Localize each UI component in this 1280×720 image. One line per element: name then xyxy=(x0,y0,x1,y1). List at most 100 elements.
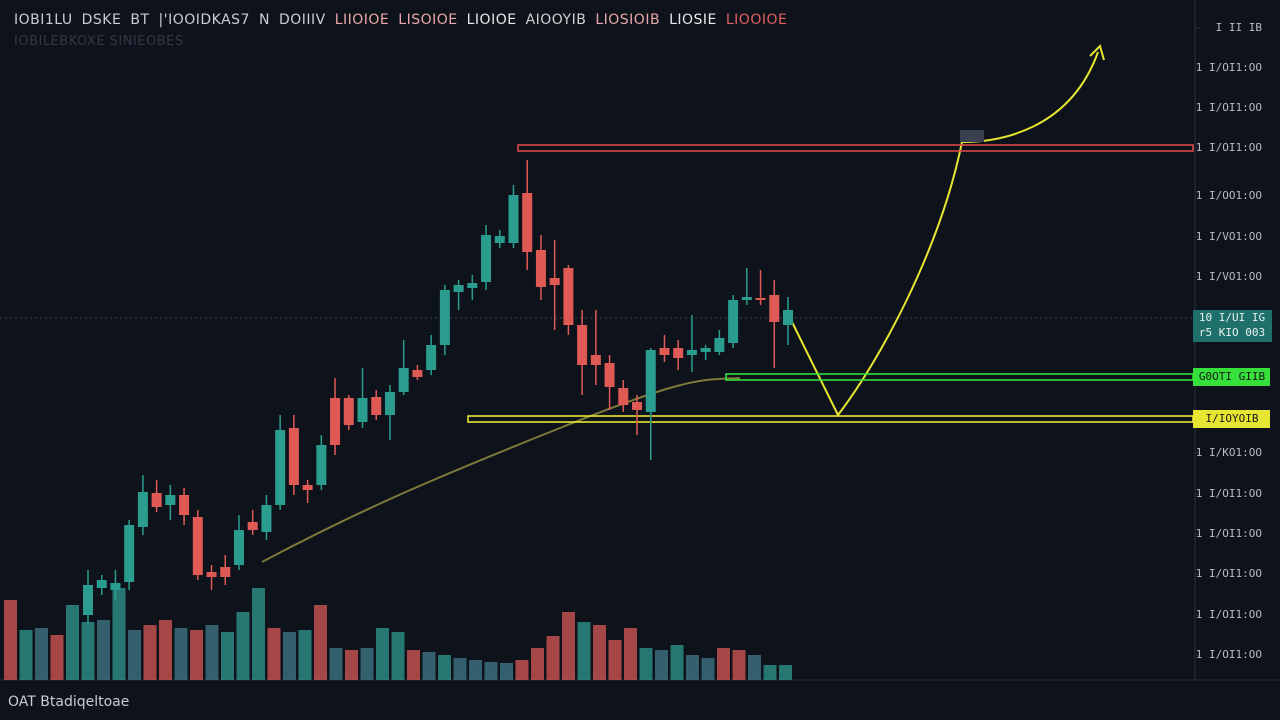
volume-bar xyxy=(112,588,126,680)
volume-bar xyxy=(143,625,157,680)
candle-body xyxy=(302,485,313,490)
level-line xyxy=(725,373,1194,381)
candle-body xyxy=(137,492,148,527)
candle-body xyxy=(632,402,643,410)
candle-body xyxy=(618,388,629,405)
candle-body xyxy=(412,370,423,377)
y-tick-label: 1 I/OI1:OO xyxy=(1196,567,1262,580)
marker-box xyxy=(960,130,984,142)
y-tick-label: 1 I/OI1:OO xyxy=(1196,487,1262,500)
candle-body xyxy=(179,495,190,515)
y-tick-label: I II IB xyxy=(1216,21,1263,34)
volume-bar xyxy=(717,648,730,680)
candle-body xyxy=(590,355,601,365)
volume-bar xyxy=(670,645,684,680)
candle-body xyxy=(426,345,437,370)
candle-body xyxy=(83,585,93,615)
volume-bar xyxy=(4,600,17,680)
y-tick-label: 1 I/OI1:OO xyxy=(1196,141,1262,154)
candle-body xyxy=(453,285,464,292)
candle-body xyxy=(371,397,382,415)
volume-bar xyxy=(624,628,637,680)
candle-body xyxy=(261,505,272,532)
candle-body xyxy=(686,350,697,355)
volume-bar xyxy=(221,632,234,680)
candle-body xyxy=(741,297,752,300)
volume-bar xyxy=(190,630,203,680)
candle-body xyxy=(357,398,368,422)
volume-bar xyxy=(345,650,358,680)
volume-bar xyxy=(655,650,668,680)
candle-body xyxy=(288,428,299,485)
volume-bar xyxy=(128,630,141,680)
volume-bar xyxy=(639,648,653,680)
candle-body xyxy=(769,295,780,322)
candle-body xyxy=(467,283,478,288)
volume-bar xyxy=(686,655,699,680)
candle-body xyxy=(206,572,217,577)
volume-bar xyxy=(267,628,281,680)
y-tick-label: 1 I/KO1:OO xyxy=(1196,446,1262,459)
title-part: LISOIOE xyxy=(398,12,458,28)
candle-body xyxy=(275,430,286,505)
volume-bar xyxy=(779,665,792,680)
volume-bar xyxy=(329,648,343,680)
level-tag-label: G0OTI GIIB xyxy=(1199,370,1266,383)
volume-bar xyxy=(608,640,622,680)
candle-body xyxy=(481,235,492,282)
candle-body xyxy=(645,350,656,412)
y-tick-label: 1 I/OI1:OO xyxy=(1196,527,1262,540)
price-tag-label: 10 I/UI IG xyxy=(1199,311,1265,324)
title-part: N xyxy=(258,12,270,28)
volume-bar xyxy=(577,622,591,680)
candle-body xyxy=(233,530,244,565)
candle-body xyxy=(316,445,327,485)
volume-bar xyxy=(252,588,265,680)
candle-body xyxy=(220,567,231,577)
volume-bar xyxy=(407,650,420,680)
trend-curve xyxy=(261,377,741,563)
candle-body xyxy=(439,290,450,345)
y-tick-label: 1 I/OI1:OO xyxy=(1196,608,1262,621)
volume-bar xyxy=(562,612,575,680)
level-tag xyxy=(1193,368,1270,386)
candle-body xyxy=(728,300,739,343)
volume-bar xyxy=(376,628,389,680)
y-tick-label: 1 I/OI1:OO xyxy=(1196,648,1262,661)
subtitle: IOBILEBKOXE SINIEOBES xyxy=(14,34,184,49)
candle-body xyxy=(508,195,519,243)
y-tick-label: 1 I/VO1:OO xyxy=(1196,230,1262,243)
candle-body xyxy=(563,268,574,325)
price-tag xyxy=(1193,310,1272,342)
candle-body xyxy=(700,348,711,352)
candle-body xyxy=(384,392,395,415)
volume-bar xyxy=(391,632,405,680)
candle-body xyxy=(535,250,546,287)
candle-body xyxy=(165,495,176,505)
volume-bar xyxy=(35,628,48,680)
candle-body xyxy=(343,398,354,425)
volume-bar xyxy=(314,605,327,680)
volume-bar xyxy=(531,648,544,680)
price-tag-label: r5 KIO 003 xyxy=(1199,326,1265,339)
volume-bar xyxy=(159,620,172,680)
volume-bar xyxy=(360,648,374,680)
volume-bar xyxy=(66,605,79,680)
arrow-head xyxy=(1089,44,1105,61)
volume-bar xyxy=(748,655,761,680)
candle-body xyxy=(494,236,505,243)
title-part: AIOOYIB xyxy=(525,12,587,28)
title-part: LIIOIOE xyxy=(334,12,390,28)
title-part: LIOSIOIB xyxy=(595,12,661,28)
volume-bar xyxy=(546,636,560,680)
candle-body xyxy=(673,348,684,358)
volume-bar xyxy=(422,652,436,680)
volume-bar xyxy=(732,650,746,680)
volume-bar xyxy=(174,628,188,680)
candle-body xyxy=(755,298,766,300)
candle-body xyxy=(522,193,533,252)
volume-bar xyxy=(484,662,498,680)
volume-bar xyxy=(81,622,95,680)
